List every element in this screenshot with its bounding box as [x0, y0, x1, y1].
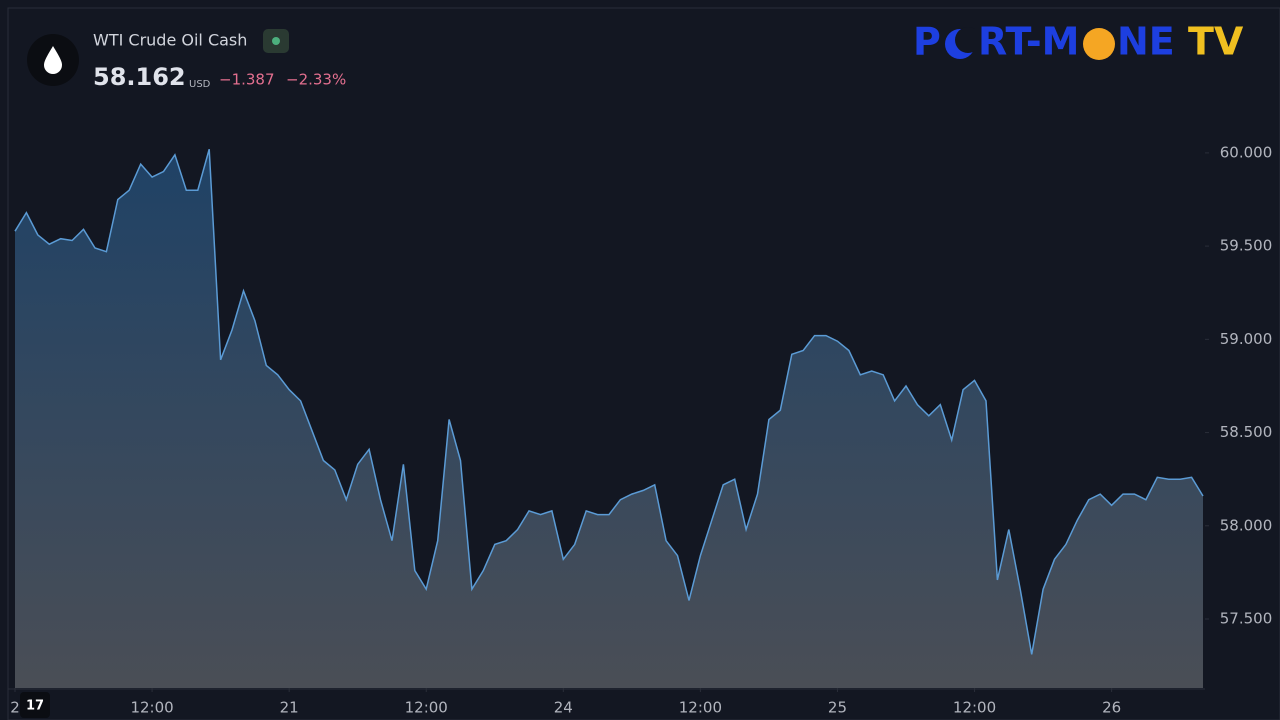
x-tick-label: 12:00 [405, 699, 448, 717]
logo-text: TV [1188, 20, 1244, 64]
x-tick-label: 21 [280, 699, 299, 717]
change-percent: −2.33% [286, 71, 346, 89]
currency: USD [189, 79, 211, 90]
logo-sun [1083, 28, 1115, 60]
logo-text: RT-M [978, 20, 1079, 64]
area-fill [15, 149, 1203, 688]
symbol-name: WTI Crude Oil Cash [93, 31, 247, 50]
status-dot [272, 37, 280, 45]
logo-text: P [913, 20, 941, 64]
x-tick-label: 12:00 [679, 699, 722, 717]
x-tick-label: 25 [828, 699, 847, 717]
x-tick-label: 24 [554, 699, 573, 717]
y-tick-label: 57.500 [1220, 610, 1273, 628]
x-tick-label: 12:00 [130, 699, 173, 717]
symbol-icon [44, 46, 62, 74]
y-tick-label: 59.000 [1220, 330, 1273, 348]
change: −1.387 [219, 71, 275, 89]
logo-text: NE [1117, 20, 1175, 64]
tv-logo [20, 692, 50, 718]
x-tick-label: 12:00 [953, 699, 996, 717]
frame [7, 7, 1280, 720]
logo-moon-cut [955, 27, 981, 53]
y-tick-label: 58.000 [1220, 516, 1273, 534]
y-tick-label: 58.500 [1220, 423, 1273, 441]
logo: P RT-M NE TV [913, 20, 1244, 64]
y-tick-label: 60.000 [1220, 143, 1273, 161]
y-tick-label: 59.500 [1220, 237, 1273, 255]
price: 58.162 [93, 63, 186, 91]
x-tick-label: 26 [1102, 699, 1121, 717]
tv-logo-text: 17 [26, 699, 44, 714]
price-line [14, 148, 1204, 655]
x-tick-label: 2 [10, 699, 20, 717]
